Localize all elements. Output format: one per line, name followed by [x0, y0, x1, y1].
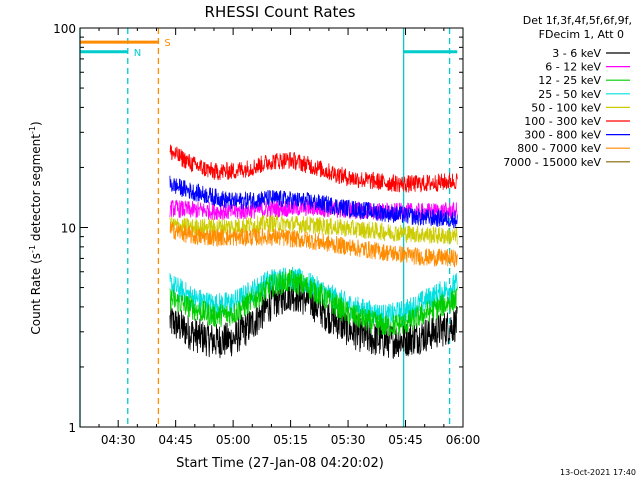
legend-header-line-2: FDecim 1, Att 0 — [539, 28, 624, 41]
legend-entry-label-1: 6 - 12 keV — [545, 61, 601, 74]
x-axis-ticks: 04:30 04:45 05:00 05:15 05:30 05:45 06:00 — [98, 28, 481, 447]
legend-entry-label-3: 25 - 50 keV — [538, 88, 601, 101]
legend-header-line-1: Det 1f,3f,4f,5f,6f,9f, — [523, 14, 632, 27]
y-tick-label: 100 — [53, 22, 76, 36]
x-tick-label: 04:45 — [158, 433, 193, 447]
chart-title: RHESSI Count Rates — [205, 3, 356, 21]
x-axis-label: Start Time (27-Jan-08 04:20:02) — [176, 456, 384, 471]
series-line-5 — [169, 144, 458, 193]
series-line-0 — [169, 278, 458, 360]
x-tick-label: 06:00 — [446, 433, 481, 447]
series-line-7 — [169, 221, 458, 268]
x-tick-label: 05:00 — [216, 433, 251, 447]
y-axis-ticks: 1 10 100 — [53, 22, 463, 435]
x-tick-label: 05:30 — [331, 433, 366, 447]
footer-timestamp: 13-Oct-2021 17:40 — [560, 468, 636, 477]
x-tick-label: 05:45 — [388, 433, 423, 447]
series-line-2 — [169, 269, 458, 337]
legend: Det 1f,3f,4f,5f,6f,9f, FDecim 1, Att 0 3… — [503, 14, 632, 169]
legend-entry-label-2: 12 - 25 keV — [538, 74, 601, 87]
x-tick-label: 04:30 — [101, 433, 136, 447]
y-tick-label: 10 — [61, 222, 76, 236]
legend-entry-label-6: 300 - 800 keV — [524, 129, 601, 142]
legend-entry-label-4: 50 - 100 keV — [531, 101, 601, 114]
legend-entry-label-0: 3 - 6 keV — [552, 47, 601, 60]
series-line-6 — [169, 175, 458, 229]
legend-entry-label-7: 800 - 7000 keV — [517, 142, 601, 155]
data-series — [169, 144, 458, 360]
flag-bars: SN — [80, 38, 458, 59]
legend-entry-label-8: 7000 - 15000 keV — [503, 156, 601, 169]
y-axis-label: Count Rate (s-1 detector segment-1) — [28, 121, 43, 334]
flag-label: S — [164, 38, 170, 49]
x-tick-label: 05:15 — [273, 433, 308, 447]
y-tick-label: 1 — [68, 421, 76, 435]
series-line-1 — [169, 199, 458, 221]
legend-entry-label-5: 100 - 300 keV — [524, 115, 601, 128]
series-line-3 — [169, 266, 458, 328]
flag-label: N — [134, 48, 141, 59]
